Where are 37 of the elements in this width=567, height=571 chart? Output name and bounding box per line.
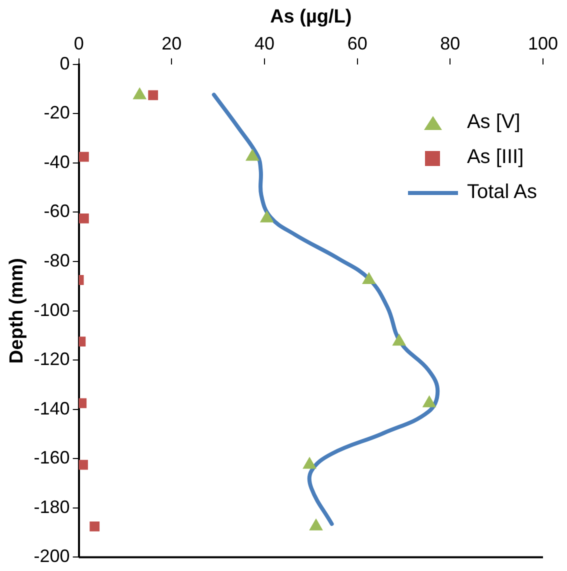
y-tick-label: -20 <box>44 102 70 123</box>
x-axis-title: As (µg/L) <box>270 6 352 28</box>
y-tick-label: -180 <box>34 496 70 517</box>
line-series <box>212 92 440 526</box>
point <box>362 272 376 284</box>
point <box>78 152 89 162</box>
point <box>78 213 89 224</box>
y-tick-label: -60 <box>44 201 70 222</box>
point <box>302 456 316 469</box>
x-tick-label: 80 <box>440 34 460 54</box>
x-tick-label: 40 <box>254 34 275 54</box>
point <box>78 460 88 470</box>
y-tick-label: -120 <box>34 349 70 370</box>
y-tick-label: -200 <box>34 546 70 566</box>
legend-label: As [III] <box>466 146 524 169</box>
point <box>78 398 87 408</box>
y-tick-label: -100 <box>34 300 70 320</box>
point <box>260 210 274 222</box>
legend-label: As [V] <box>466 111 520 134</box>
y-tick-label: -40 <box>44 152 70 172</box>
point <box>246 148 260 161</box>
x-tick-label: 100 <box>528 34 558 54</box>
point <box>422 395 436 408</box>
legend-label: Total As <box>466 181 537 204</box>
point <box>132 87 147 100</box>
point <box>392 334 406 346</box>
x-tick-label: 20 <box>162 34 182 54</box>
x-tick-label: 0 <box>74 34 84 54</box>
x-tick-label: 60 <box>347 34 368 54</box>
y-tick-label: -160 <box>34 448 70 468</box>
point <box>309 518 323 530</box>
y-tick-label: 0 <box>60 53 70 74</box>
y-axis-title: Depth (mm) <box>6 258 28 364</box>
y-tick-label: -140 <box>34 398 70 418</box>
y-tick-label: -80 <box>44 250 70 270</box>
point <box>90 521 100 532</box>
point <box>148 90 158 100</box>
